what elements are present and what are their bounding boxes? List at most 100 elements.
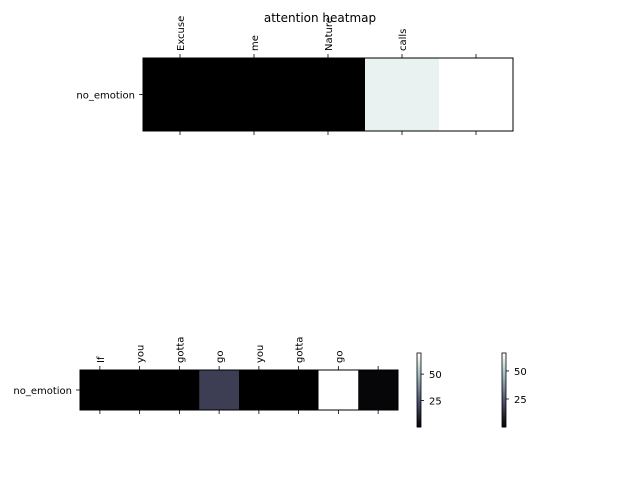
colorbar-right-gradient <box>502 390 506 393</box>
colorbar-left-gradient <box>417 378 421 382</box>
colorbar-left-gradient <box>417 402 421 406</box>
colorbar-left-gradient <box>417 399 421 402</box>
colorbar-left-gradient <box>417 377 421 380</box>
colorbar-right-gradient <box>502 388 506 391</box>
colorbar-right-gradient <box>502 425 506 428</box>
colorbar-left-tick-label: 50 <box>429 370 442 381</box>
top-heatmap-cell <box>217 58 292 131</box>
colorbar-left-gradient <box>417 423 421 426</box>
top-heatmap-y-label: no_emotion <box>76 91 135 102</box>
colorbar-right-gradient <box>502 410 506 413</box>
colorbar-left-gradient <box>417 408 421 411</box>
colorbar-right-gradient <box>502 380 506 384</box>
colorbar-left-gradient <box>417 386 421 389</box>
bottom-heatmap-cell <box>80 370 121 410</box>
colorbar-left-gradient <box>417 380 421 384</box>
colorbar-right-gradient <box>502 354 506 358</box>
colorbar-left-gradient <box>417 404 421 408</box>
colorbar-right-gradient <box>502 406 506 409</box>
bottom-heatmap-x-label: gotta <box>295 337 306 363</box>
colorbar-right-gradient <box>502 417 506 421</box>
colorbar-right-tick-label: 50 <box>514 367 527 378</box>
colorbar-left-gradient <box>417 419 421 422</box>
colorbar-right-gradient <box>502 360 506 363</box>
colorbar-left-gradient <box>417 412 421 415</box>
heatmap-top: Excuse me Nature calls no_emotion <box>76 16 514 135</box>
colorbar-right-gradient <box>502 393 506 397</box>
bottom-heatmap-y-label: no_emotion <box>13 386 72 397</box>
colorbar-left-frame <box>416 352 422 428</box>
top-heatmap-cell <box>291 58 366 131</box>
colorbar-left-tick-label: 25 <box>429 397 442 408</box>
colorbar-left-gradient <box>417 367 421 371</box>
colorbar-right-gradient <box>502 404 506 408</box>
colorbar-right-gradient <box>502 391 506 395</box>
colorbar-left-gradient <box>417 365 421 369</box>
colorbar-right-gradient <box>502 421 506 424</box>
colorbar-left-gradient <box>417 373 421 376</box>
colorbar-right-gradient <box>502 402 506 406</box>
colorbar-right-gradient <box>502 364 506 367</box>
heatmap-bottom: If you gotta go you gotta go no_emotion <box>13 337 399 414</box>
bottom-heatmap-x-label: If <box>96 356 107 363</box>
colorbar-left-gradient <box>417 417 421 421</box>
chart-title: attention heatmap <box>264 11 376 25</box>
colorbar-left-gradient <box>417 414 421 417</box>
top-heatmap-cell <box>143 58 218 131</box>
colorbar-left-gradient <box>417 353 421 356</box>
colorbar-left-gradient <box>417 358 421 361</box>
colorbar-right-gradient <box>502 395 506 398</box>
colorbar-left-gradient <box>417 391 421 395</box>
colorbar-right-gradient <box>502 375 506 378</box>
colorbar-right-gradient <box>502 382 506 385</box>
bottom-heatmap-cell <box>239 370 280 410</box>
top-heatmap-x-label: Excuse <box>176 16 187 51</box>
colorbar-left-gradient <box>417 425 421 428</box>
colorbar-right: 25 50 <box>501 352 527 428</box>
colorbar-left-gradient <box>417 371 421 374</box>
colorbar-left-gradient <box>417 395 421 398</box>
bottom-heatmap-cell <box>199 370 240 410</box>
colorbar-left-gradient <box>417 388 421 391</box>
colorbar-right-gradient <box>502 378 506 382</box>
colorbar-left-gradient <box>417 356 421 360</box>
colorbar-right-gradient <box>502 358 506 361</box>
colorbar-left-gradient <box>417 421 421 424</box>
colorbar-right-gradient <box>502 408 506 411</box>
bottom-heatmap-x-label: you <box>136 345 147 363</box>
colorbar-left-gradient <box>417 369 421 372</box>
colorbar-right-gradient <box>502 419 506 422</box>
bottom-heatmap-cell <box>318 370 359 410</box>
top-heatmap-x-label: Nature <box>324 17 335 51</box>
colorbar-right-gradient <box>502 384 506 387</box>
bottom-heatmap-x-label: go <box>215 351 226 363</box>
colorbar-right-gradient <box>502 386 506 389</box>
bottom-heatmap-cell <box>119 370 160 410</box>
colorbar-right-gradient <box>502 367 506 371</box>
colorbar-right-gradient <box>502 412 506 415</box>
bottom-heatmap-x-label: gotta <box>175 337 186 363</box>
colorbar-right-gradient <box>502 423 506 426</box>
bottom-heatmap-x-label: you <box>255 345 266 363</box>
colorbar-left-gradient <box>417 390 421 393</box>
colorbar-right-gradient <box>502 365 506 369</box>
colorbar-left-gradient <box>417 362 421 365</box>
colorbar-right-gradient <box>502 353 506 356</box>
top-heatmap-cell <box>365 58 440 131</box>
colorbar-left-gradient <box>417 384 421 387</box>
colorbar-left: 25 50 <box>416 352 442 428</box>
colorbar-left-gradient <box>417 397 421 400</box>
colorbar-right-gradient <box>502 415 506 419</box>
colorbar-right-gradient <box>502 401 506 404</box>
colorbar-right-tick-label: 25 <box>514 395 527 406</box>
colorbar-right-gradient <box>502 362 506 365</box>
bottom-heatmap-cell <box>358 370 399 410</box>
bottom-heatmap-cell <box>278 370 319 410</box>
colorbar-right-gradient <box>502 377 506 380</box>
colorbar-left-gradient <box>417 364 421 367</box>
colorbar-right-frame <box>501 352 507 428</box>
bottom-heatmap-cell <box>159 370 200 410</box>
colorbar-left-gradient <box>417 393 421 397</box>
colorbar-right-gradient <box>502 369 506 372</box>
